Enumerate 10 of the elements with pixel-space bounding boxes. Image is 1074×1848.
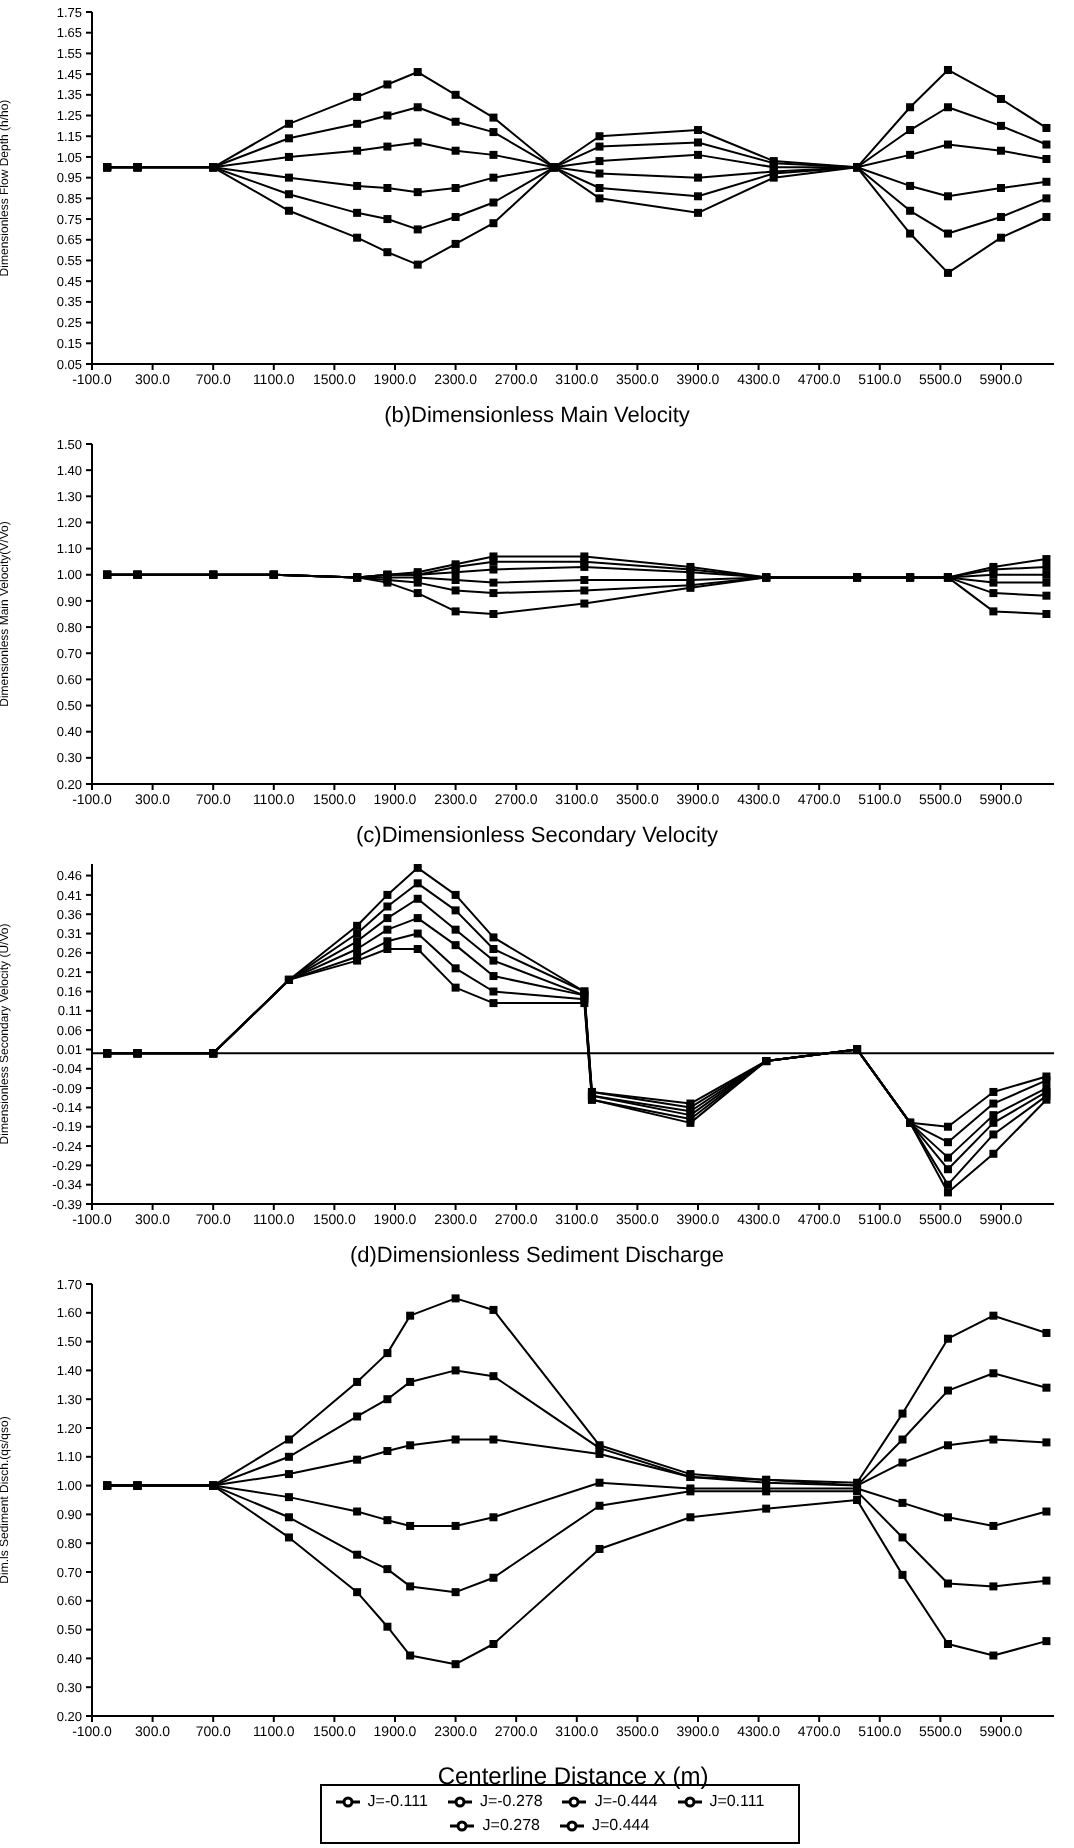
legend-label: J=0.111	[709, 1792, 765, 1811]
legend-label: J=-0.111	[367, 1792, 428, 1811]
chart-title: (d)Dimensionless Sediment Discharge	[347, 1242, 727, 1272]
x-axis-title: Centerline Distance x (m)	[437, 1762, 709, 1790]
chart-title: (c)Dimensionless Secondary Velocity	[354, 822, 720, 852]
chart-title: (b)Dimensionless Main Velocity	[382, 402, 692, 432]
legend-label: J=0.444	[592, 1816, 650, 1835]
legend-label: J=0.278	[482, 1816, 540, 1835]
legend-label: J=-0.444	[594, 1792, 658, 1811]
legend-label: J=-0.278	[479, 1792, 543, 1811]
